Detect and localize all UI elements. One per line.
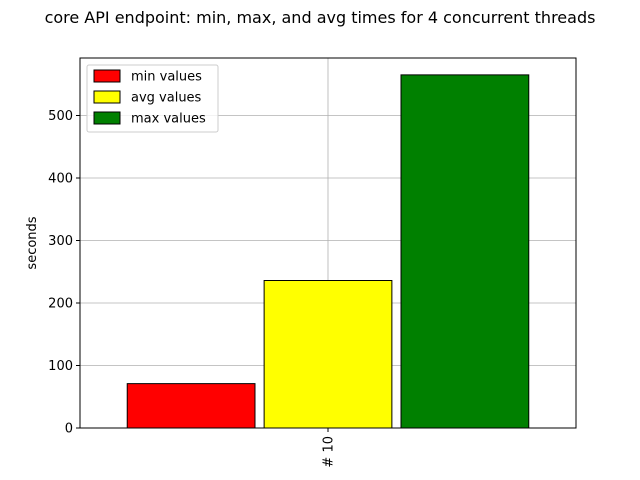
legend-swatch — [93, 69, 121, 83]
bar-max-values — [400, 74, 530, 429]
y-tick-label: 500 — [48, 109, 73, 124]
y-tick-label: 0 — [65, 422, 73, 437]
bar-avg-values — [263, 280, 393, 429]
y-tick-label: 300 — [48, 234, 73, 249]
bar-min-values — [126, 383, 256, 429]
legend-label: max values — [131, 112, 206, 127]
y-tick-label: 100 — [48, 359, 73, 374]
legend-label: avg values — [131, 91, 202, 106]
x-tick-label: # 10 — [322, 436, 337, 468]
y-axis: 0 100 200 300 400 500 — [48, 109, 80, 437]
legend-swatch — [93, 111, 121, 125]
chart-title: core API endpoint: min, max, and avg tim… — [45, 8, 596, 27]
y-axis-label: seconds — [25, 216, 40, 269]
bars — [126, 74, 530, 429]
legend: min values avg values max values — [86, 64, 219, 133]
y-tick-label: 200 — [48, 297, 73, 312]
y-tick-label: 400 — [48, 172, 73, 187]
x-axis: # 10 — [322, 428, 337, 468]
legend-label: min values — [131, 70, 202, 85]
legend-swatch — [93, 90, 121, 104]
